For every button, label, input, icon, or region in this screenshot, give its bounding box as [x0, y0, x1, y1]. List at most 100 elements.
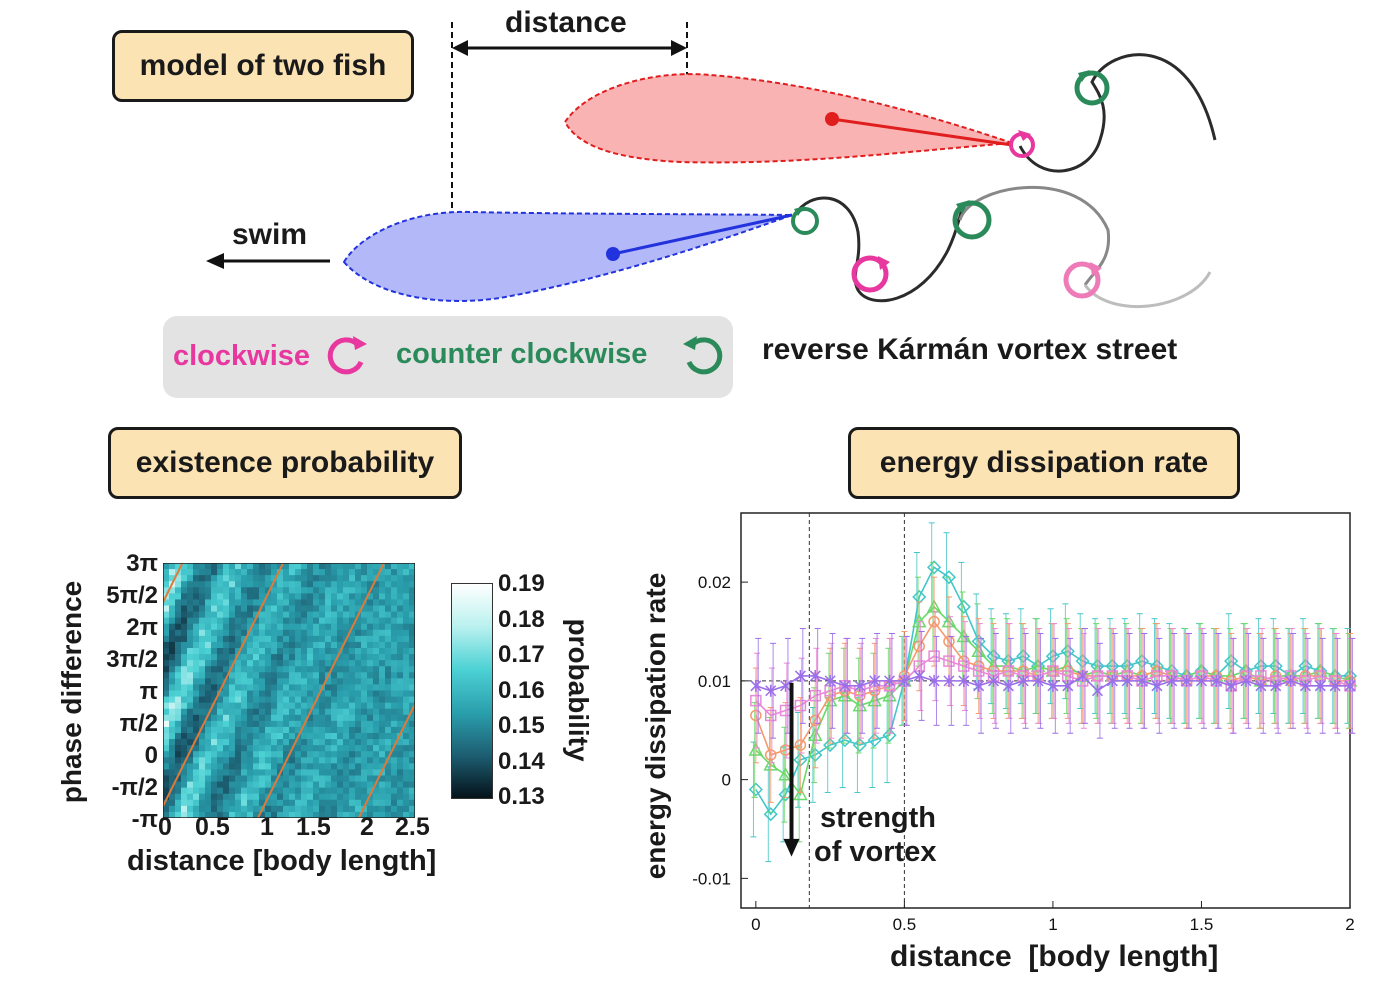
- heatmap-cell: [271, 648, 278, 655]
- heatmap-cell: [349, 805, 356, 813]
- heatmap-cell: [289, 751, 296, 758]
- heatmap-cell: [355, 733, 362, 740]
- heatmap-cell: [325, 666, 332, 673]
- heatmap-cell: [385, 745, 392, 752]
- heatmap-cell: [343, 593, 350, 601]
- heatmap-cell: [397, 708, 404, 716]
- heatmap-cell: [247, 805, 254, 813]
- heatmap-cell: [391, 714, 398, 722]
- heatmap-cell: [187, 587, 194, 594]
- heatmap-cell: [169, 751, 176, 758]
- heatmap-cell: [163, 751, 170, 758]
- heatmap-cell: [205, 563, 212, 570]
- heatmap-cell: [241, 751, 248, 758]
- heatmap-cell: [223, 587, 230, 594]
- heatmap-xtick: 1.5: [296, 813, 331, 841]
- heatmap-cell: [175, 617, 182, 625]
- heatmap-cell: [337, 635, 344, 643]
- heatmap-cell: [289, 769, 296, 777]
- heatmap-cell: [253, 763, 260, 771]
- heatmap-cell: [343, 787, 350, 795]
- heatmap-cell: [397, 696, 404, 704]
- heatmap-cell: [313, 587, 320, 594]
- heatmap-cell: [355, 581, 362, 588]
- heatmap-cell: [229, 581, 236, 588]
- heatmap-cell: [211, 775, 218, 783]
- heatmap-cell: [187, 599, 194, 607]
- heatmap-cell: [397, 811, 404, 818]
- heatmap-cell: [337, 805, 344, 813]
- heatmap-cell: [175, 714, 182, 722]
- heatmap-cell: [325, 769, 332, 777]
- heatmap-cell: [325, 787, 332, 795]
- heatmap-cell: [397, 654, 404, 661]
- heatmap-cell: [187, 793, 194, 801]
- heatmap-cell: [379, 666, 386, 673]
- heatmap-cell: [217, 769, 224, 777]
- heatmap-cell: [289, 599, 296, 607]
- heatmap-cell: [331, 733, 338, 740]
- heatmap-cell: [391, 775, 398, 783]
- heatmap-cell: [199, 678, 206, 686]
- heatmap-cell: [289, 672, 296, 679]
- heatmap-cell: [247, 763, 254, 771]
- heatmap-cell: [217, 799, 224, 807]
- heatmap-cell: [295, 751, 302, 758]
- heatmap-cell: [211, 745, 218, 752]
- heatmap-cell: [235, 623, 242, 631]
- heatmap-cell: [235, 757, 242, 764]
- heatmap-cell: [193, 805, 200, 813]
- heatmap-cell: [409, 611, 415, 619]
- wake-bottom-1: [793, 196, 967, 303]
- heatmap-cell: [409, 605, 415, 613]
- heatmap-cell: [181, 635, 188, 643]
- heatmap-cell: [337, 739, 344, 746]
- heatmap-cell: [355, 660, 362, 667]
- heatmap-cell: [313, 575, 320, 582]
- heatmap-cell: [265, 623, 272, 631]
- heatmap-cell: [325, 563, 332, 570]
- heatmap-cell: [307, 635, 314, 643]
- heatmap-cell: [247, 726, 254, 734]
- heatmap-cell: [229, 666, 236, 673]
- heatmap-cell: [331, 575, 338, 582]
- heatmap-cell: [217, 684, 224, 692]
- heatmap-cell: [235, 569, 242, 576]
- heatmap-cell: [253, 581, 260, 588]
- heatmap-cell: [211, 563, 218, 570]
- heatmap-cell: [181, 629, 188, 637]
- heatmap-cell: [325, 648, 332, 655]
- legend-counter-label: counter clockwise: [396, 338, 648, 370]
- heatmap-cell: [313, 793, 320, 801]
- heatmap-cell: [199, 805, 206, 813]
- heatmap-cell: [259, 781, 266, 789]
- heatmap-cell: [199, 563, 206, 570]
- heatmap-cell: [205, 733, 212, 740]
- heatmap-cell: [187, 787, 194, 795]
- heatmap-cell: [319, 611, 326, 619]
- heatmap-cell: [163, 666, 170, 673]
- heatmap-cell: [247, 611, 254, 619]
- heatmap-cell: [259, 720, 266, 728]
- heatmap-cell: [349, 648, 356, 655]
- heatmap-cell: [223, 739, 230, 746]
- heatmap-cell: [217, 581, 224, 588]
- heatmap-cell: [325, 569, 332, 576]
- heatmap-cell: [175, 811, 182, 818]
- heatmap-cell: [307, 696, 314, 704]
- heatmap-cell: [331, 690, 338, 698]
- heatmap-cell: [367, 654, 374, 661]
- heatmap-cell: [193, 672, 200, 679]
- heatmap-cell: [199, 787, 206, 795]
- heatmap-cell: [271, 617, 278, 625]
- heatmap-cell: [391, 611, 398, 619]
- heatmap-cell: [223, 769, 230, 777]
- heatmap-cell: [271, 769, 278, 777]
- heatmap-cell: [391, 672, 398, 679]
- y-tick-label: -0.01: [692, 869, 731, 888]
- heatmap-cell: [307, 733, 314, 740]
- heatmap-cell: [331, 745, 338, 752]
- data-point: [869, 674, 881, 687]
- heatmap-cell: [349, 714, 356, 722]
- heatmap-cell: [373, 745, 380, 752]
